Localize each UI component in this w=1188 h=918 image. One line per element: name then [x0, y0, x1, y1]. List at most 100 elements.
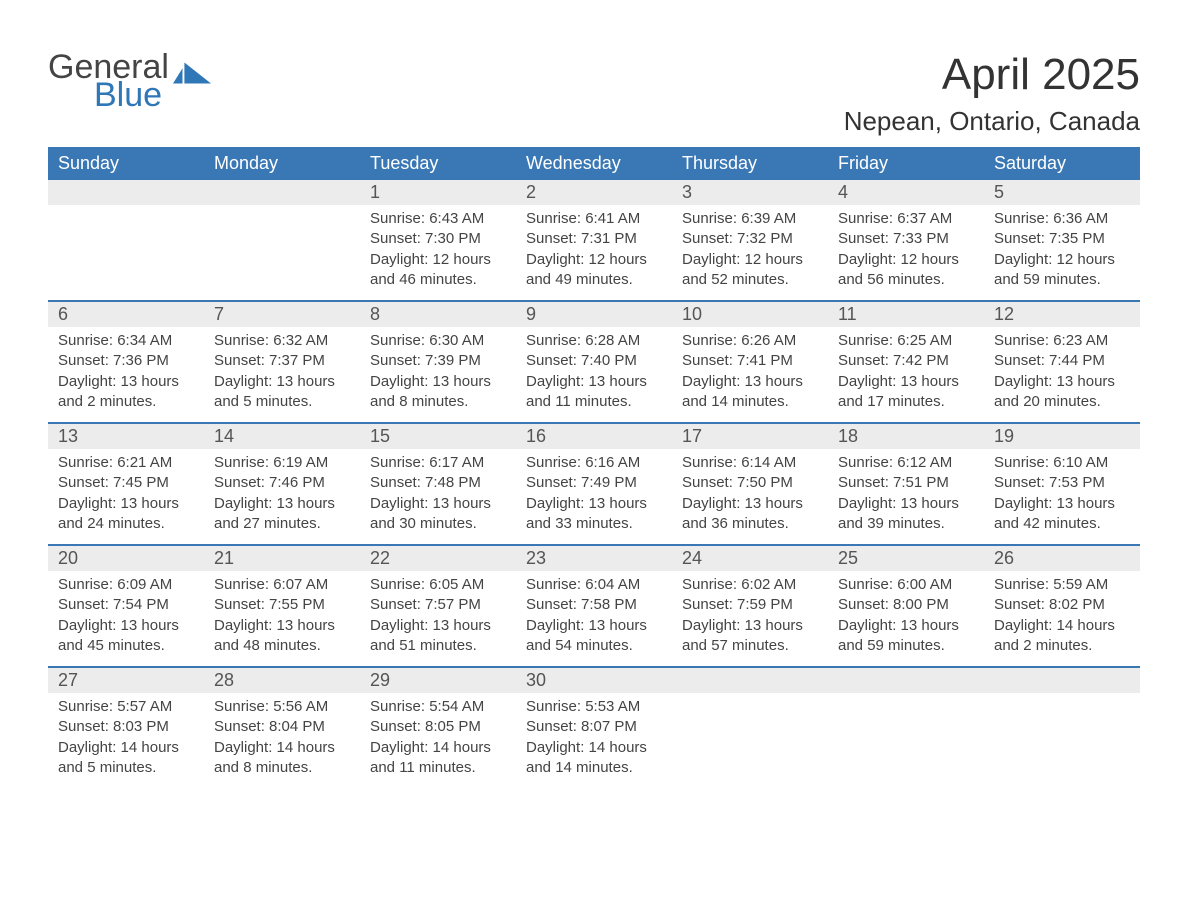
sunset-line: Sunset: 7:50 PM — [682, 473, 818, 493]
sunset-line: Sunset: 7:33 PM — [838, 229, 974, 249]
weekday-header: Sunday — [48, 147, 204, 180]
day-number-cell — [672, 667, 828, 693]
day-number: 11 — [828, 302, 984, 327]
weekday-header: Tuesday — [360, 147, 516, 180]
sunset-line: Sunset: 7:36 PM — [58, 351, 194, 371]
day-number-cell: 19 — [984, 423, 1140, 449]
daylight-line: Daylight: 13 hours and 45 minutes. — [58, 616, 194, 657]
daylight-line: Daylight: 12 hours and 49 minutes. — [526, 250, 662, 291]
sunrise-line: Sunrise: 6:00 AM — [838, 575, 974, 595]
day-number: 10 — [672, 302, 828, 327]
daylight-line: Daylight: 14 hours and 11 minutes. — [370, 738, 506, 779]
day-number: 27 — [48, 668, 204, 693]
sunrise-line: Sunrise: 6:37 AM — [838, 209, 974, 229]
day-number-cell: 10 — [672, 301, 828, 327]
sunset-line: Sunset: 8:03 PM — [58, 717, 194, 737]
daylight-line: Daylight: 13 hours and 51 minutes. — [370, 616, 506, 657]
day-cell — [672, 693, 828, 788]
day-cell: Sunrise: 5:59 AMSunset: 8:02 PMDaylight:… — [984, 571, 1140, 667]
sunset-line: Sunset: 7:51 PM — [838, 473, 974, 493]
day-details: Sunrise: 5:53 AMSunset: 8:07 PMDaylight:… — [516, 693, 672, 788]
day-cell: Sunrise: 6:32 AMSunset: 7:37 PMDaylight:… — [204, 327, 360, 423]
day-number: 26 — [984, 546, 1140, 571]
day-cell: Sunrise: 5:53 AMSunset: 8:07 PMDaylight:… — [516, 693, 672, 788]
day-number-cell: 30 — [516, 667, 672, 693]
sunset-line: Sunset: 7:46 PM — [214, 473, 350, 493]
day-details: Sunrise: 6:10 AMSunset: 7:53 PMDaylight:… — [984, 449, 1140, 544]
daylight-line: Daylight: 13 hours and 5 minutes. — [214, 372, 350, 413]
day-number: 25 — [828, 546, 984, 571]
day-number: 8 — [360, 302, 516, 327]
sunset-line: Sunset: 7:48 PM — [370, 473, 506, 493]
day-number-cell: 6 — [48, 301, 204, 327]
day-number: 9 — [516, 302, 672, 327]
day-number-cell: 8 — [360, 301, 516, 327]
day-cell: Sunrise: 6:39 AMSunset: 7:32 PMDaylight:… — [672, 205, 828, 301]
day-number: 22 — [360, 546, 516, 571]
day-number: 2 — [516, 180, 672, 205]
sunrise-line: Sunrise: 6:23 AM — [994, 331, 1130, 351]
day-details: Sunrise: 6:14 AMSunset: 7:50 PMDaylight:… — [672, 449, 828, 544]
sunset-line: Sunset: 7:35 PM — [994, 229, 1130, 249]
day-cell: Sunrise: 6:12 AMSunset: 7:51 PMDaylight:… — [828, 449, 984, 545]
weekday-header: Monday — [204, 147, 360, 180]
daylight-line: Daylight: 13 hours and 36 minutes. — [682, 494, 818, 535]
day-details: Sunrise: 6:09 AMSunset: 7:54 PMDaylight:… — [48, 571, 204, 666]
day-body-row: Sunrise: 6:21 AMSunset: 7:45 PMDaylight:… — [48, 449, 1140, 545]
sunrise-line: Sunrise: 5:54 AM — [370, 697, 506, 717]
sunset-line: Sunset: 7:44 PM — [994, 351, 1130, 371]
day-details: Sunrise: 6:19 AMSunset: 7:46 PMDaylight:… — [204, 449, 360, 544]
day-cell: Sunrise: 6:37 AMSunset: 7:33 PMDaylight:… — [828, 205, 984, 301]
sunset-line: Sunset: 8:05 PM — [370, 717, 506, 737]
sunset-line: Sunset: 7:42 PM — [838, 351, 974, 371]
day-details: Sunrise: 6:05 AMSunset: 7:57 PMDaylight:… — [360, 571, 516, 666]
day-cell: Sunrise: 6:25 AMSunset: 7:42 PMDaylight:… — [828, 327, 984, 423]
day-details: Sunrise: 6:07 AMSunset: 7:55 PMDaylight:… — [204, 571, 360, 666]
sunset-line: Sunset: 7:49 PM — [526, 473, 662, 493]
day-details — [828, 693, 984, 785]
day-details — [204, 205, 360, 297]
day-number-cell: 17 — [672, 423, 828, 449]
day-cell: Sunrise: 6:36 AMSunset: 7:35 PMDaylight:… — [984, 205, 1140, 301]
day-number — [204, 180, 360, 204]
day-number-cell: 1 — [360, 180, 516, 205]
day-cell: Sunrise: 6:23 AMSunset: 7:44 PMDaylight:… — [984, 327, 1140, 423]
day-number-cell: 27 — [48, 667, 204, 693]
daylight-line: Daylight: 13 hours and 54 minutes. — [526, 616, 662, 657]
sunrise-line: Sunrise: 6:26 AM — [682, 331, 818, 351]
day-number-row: 13141516171819 — [48, 423, 1140, 449]
sunrise-line: Sunrise: 6:41 AM — [526, 209, 662, 229]
sunset-line: Sunset: 7:31 PM — [526, 229, 662, 249]
day-body-row: Sunrise: 6:43 AMSunset: 7:30 PMDaylight:… — [48, 205, 1140, 301]
day-number: 1 — [360, 180, 516, 205]
sunset-line: Sunset: 7:39 PM — [370, 351, 506, 371]
header: General Blue April 2025 Nepean, Ontario,… — [48, 50, 1140, 137]
day-number-cell: 4 — [828, 180, 984, 205]
day-number-row: 12345 — [48, 180, 1140, 205]
daylight-line: Daylight: 13 hours and 27 minutes. — [214, 494, 350, 535]
calendar-table: Sunday Monday Tuesday Wednesday Thursday… — [48, 147, 1140, 788]
sunrise-line: Sunrise: 6:04 AM — [526, 575, 662, 595]
day-number-cell: 9 — [516, 301, 672, 327]
day-number: 13 — [48, 424, 204, 449]
sunset-line: Sunset: 7:37 PM — [214, 351, 350, 371]
daylight-line: Daylight: 14 hours and 2 minutes. — [994, 616, 1130, 657]
day-number-cell: 21 — [204, 545, 360, 571]
day-details: Sunrise: 5:59 AMSunset: 8:02 PMDaylight:… — [984, 571, 1140, 666]
sunrise-line: Sunrise: 5:53 AM — [526, 697, 662, 717]
day-number-cell: 18 — [828, 423, 984, 449]
day-details: Sunrise: 6:36 AMSunset: 7:35 PMDaylight:… — [984, 205, 1140, 300]
day-details: Sunrise: 6:28 AMSunset: 7:40 PMDaylight:… — [516, 327, 672, 422]
day-cell: Sunrise: 6:41 AMSunset: 7:31 PMDaylight:… — [516, 205, 672, 301]
daylight-line: Daylight: 13 hours and 11 minutes. — [526, 372, 662, 413]
day-number: 7 — [204, 302, 360, 327]
sunset-line: Sunset: 7:41 PM — [682, 351, 818, 371]
daylight-line: Daylight: 13 hours and 24 minutes. — [58, 494, 194, 535]
sunrise-line: Sunrise: 6:05 AM — [370, 575, 506, 595]
day-cell — [204, 205, 360, 301]
day-cell: Sunrise: 6:21 AMSunset: 7:45 PMDaylight:… — [48, 449, 204, 545]
day-details: Sunrise: 6:39 AMSunset: 7:32 PMDaylight:… — [672, 205, 828, 300]
day-number: 20 — [48, 546, 204, 571]
day-cell: Sunrise: 6:28 AMSunset: 7:40 PMDaylight:… — [516, 327, 672, 423]
day-details: Sunrise: 6:26 AMSunset: 7:41 PMDaylight:… — [672, 327, 828, 422]
